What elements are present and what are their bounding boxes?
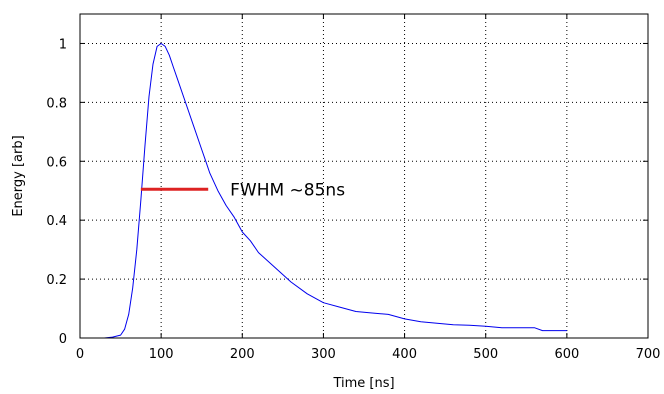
y-tick-label: 0.4 [46,214,67,229]
y-tick-label: 0 [59,332,67,347]
x-tick-label: 700 [636,347,661,362]
tick-labels: 0 100 200 300 400 500 600 700 0 0.2 0.4 0.6 0.8 1 [46,37,660,362]
x-tick-label: 100 [149,347,174,362]
ticks [79,14,649,339]
y-tick-label: 0.6 [46,155,67,170]
x-axis-title: Time [ns] [332,376,394,391]
grid [80,14,648,338]
x-tick-label: 500 [473,347,498,362]
x-tick-label: 400 [392,347,417,362]
x-tick-label: 0 [76,347,84,362]
annotations: FWHM ~85ns [140,180,345,200]
plot-frame [79,13,649,339]
y-tick-label: 1 [59,37,67,52]
fwhm-annotation: FWHM ~85ns [230,180,345,200]
x-tick-label: 200 [230,347,255,362]
series-line [80,43,567,339]
y-axis-title: Energy [arb] [11,135,26,216]
x-tick-label: 600 [554,347,579,362]
y-tick-label: 0.2 [46,273,67,288]
x-tick-label: 300 [311,347,336,362]
y-tick-label: 0.8 [46,96,67,111]
series [80,43,567,339]
